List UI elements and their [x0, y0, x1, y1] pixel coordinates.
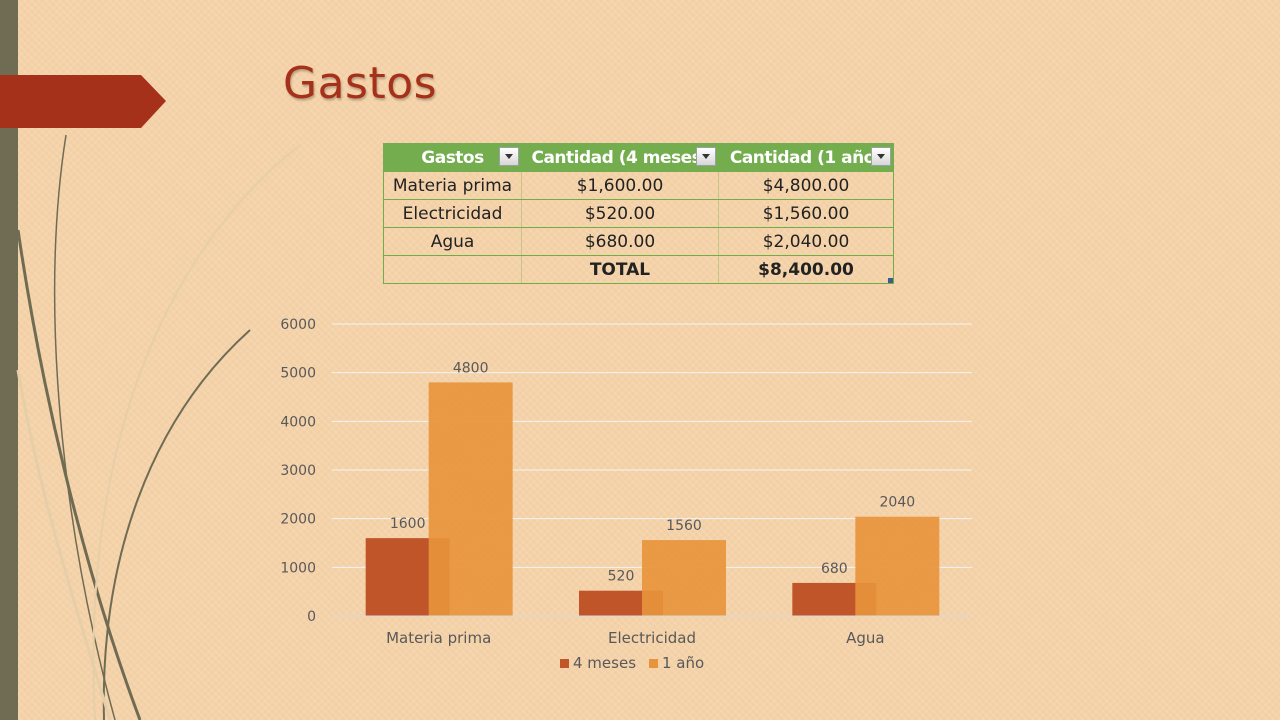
chevron-down-icon[interactable]	[871, 147, 891, 166]
bar-4-meses	[792, 582, 877, 616]
bar-1-ano	[855, 516, 940, 616]
table-cell[interactable]: Agua	[383, 227, 522, 256]
expenses-table: Gastos Cantidad (4 meses) Cantidad (1 añ…	[383, 143, 894, 284]
column-header-label: Gastos	[421, 147, 484, 168]
legend-swatch	[560, 659, 569, 668]
title-accent-flag	[0, 75, 166, 128]
table-cell[interactable]: $2,040.00	[718, 227, 894, 256]
slide-title: Gastos	[283, 58, 438, 109]
table-header-row: Gastos Cantidad (4 meses) Cantidad (1 añ…	[383, 143, 894, 172]
table-cell[interactable]: $1,600.00	[521, 171, 719, 200]
table-cell[interactable]: $680.00	[521, 227, 719, 256]
x-tick-label: Agua	[846, 629, 884, 647]
sidebar-stripe	[0, 0, 18, 720]
column-header-label: Cantidad (1 año)	[729, 147, 883, 168]
data-label: 1600	[390, 516, 426, 532]
table-cell[interactable]: Electricidad	[383, 199, 522, 228]
data-label: 520	[608, 569, 635, 585]
bar-4-meses	[365, 538, 450, 616]
table-row: Electricidad $520.00 $1,560.00	[383, 199, 894, 228]
chevron-down-icon[interactable]	[696, 147, 716, 166]
legend-entry: 1 año	[662, 654, 704, 672]
column-header-label: Cantidad (4 meses)	[531, 147, 709, 168]
column-header: Cantidad (1 año)	[718, 143, 894, 172]
decorative-curves	[16, 134, 301, 720]
total-value[interactable]: $8,400.00	[718, 255, 894, 284]
chevron-down-icon[interactable]	[499, 147, 519, 166]
data-label: 1560	[666, 518, 702, 534]
total-value-text: $8,400.00	[758, 259, 854, 280]
table-cell[interactable]: $4,800.00	[718, 171, 894, 200]
legend-entry: 4 meses	[573, 654, 636, 672]
x-tick-label: Materia prima	[386, 629, 491, 647]
data-label: 680	[821, 561, 848, 577]
data-label: 2040	[880, 495, 916, 511]
data-label: 4800	[453, 360, 489, 376]
total-label[interactable]: TOTAL	[521, 255, 719, 284]
table-cell[interactable]: Materia prima	[383, 171, 522, 200]
bar-1-ano	[428, 382, 513, 616]
bar-1-ano	[642, 540, 726, 616]
table-total-row: TOTAL $8,400.00	[383, 255, 894, 284]
table-cell[interactable]	[383, 255, 522, 284]
table-cell[interactable]: $520.00	[521, 199, 719, 228]
bar-4-meses	[579, 590, 663, 616]
column-header: Cantidad (4 meses)	[521, 143, 719, 172]
x-tick-label: Electricidad	[608, 629, 696, 647]
table-resize-handle[interactable]	[888, 278, 893, 283]
column-header: Gastos	[383, 143, 522, 172]
table-row: Agua $680.00 $2,040.00	[383, 227, 894, 256]
table-row: Materia prima $1,600.00 $4,800.00	[383, 171, 894, 200]
table-cell[interactable]: $1,560.00	[718, 199, 894, 228]
legend-swatch	[649, 659, 658, 668]
